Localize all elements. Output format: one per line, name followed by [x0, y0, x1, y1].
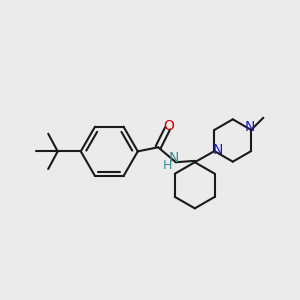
Text: N: N — [168, 151, 179, 165]
Text: O: O — [164, 119, 174, 133]
Text: N: N — [212, 143, 223, 157]
Text: N: N — [244, 120, 255, 134]
Text: H: H — [163, 159, 172, 172]
